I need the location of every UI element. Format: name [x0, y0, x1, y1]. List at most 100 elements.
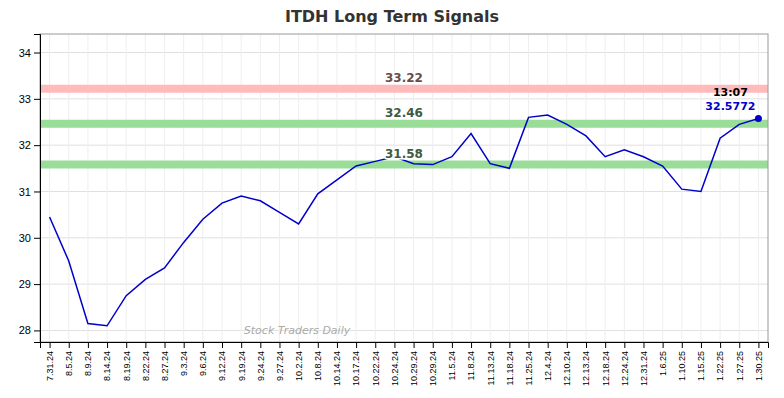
grid-line-x — [49, 34, 50, 342]
x-tick-mark — [433, 342, 434, 348]
grid-line-x — [758, 34, 759, 342]
x-tick: 7.31.24 — [45, 342, 55, 381]
x-tick: 9.6.24 — [198, 342, 208, 376]
y-tick: 28 — [19, 324, 40, 336]
x-tick-label: 8.27.24 — [160, 351, 170, 381]
plot-area — [40, 89, 768, 326]
x-tick: 1.30.25 — [754, 342, 764, 381]
x-tick-label: 9.27.24 — [275, 351, 285, 381]
grid-line-x — [662, 34, 663, 342]
x-tick-label: 12.10.24 — [562, 351, 572, 386]
x-tick-mark — [490, 342, 491, 348]
x-tick-label: 10.22.24 — [371, 351, 381, 386]
grid-line-x — [241, 34, 242, 342]
x-tick-label: 8.9.24 — [83, 351, 93, 376]
reference-line — [40, 85, 768, 93]
x-tick-label: 8.19.24 — [122, 351, 132, 381]
grid-line-x — [528, 34, 529, 342]
x-tick-label: 9.6.24 — [198, 351, 208, 376]
x-tick-label: 9.3.24 — [179, 351, 189, 376]
x-tick: 12.24.24 — [620, 342, 630, 386]
x-tick: 1.10.25 — [677, 342, 687, 381]
y-tick-label: 29 — [19, 278, 31, 290]
x-tick-mark — [222, 342, 223, 348]
end-price-label: 32.5772 — [705, 100, 755, 113]
x-tick-mark — [682, 342, 683, 348]
y-tick: 30 — [19, 232, 40, 244]
x-tick-label: 11.13.24 — [486, 351, 496, 385]
x-tick-label: 12.18.24 — [601, 351, 611, 386]
grid-line-x — [260, 34, 261, 342]
x-tick: 8.14.24 — [102, 342, 112, 381]
grid-line-x — [471, 34, 472, 342]
x-tick-label: 11.18.24 — [505, 351, 515, 385]
x-tick-label: 10.14.24 — [332, 351, 342, 386]
x-axis-line — [41, 343, 769, 349]
x-tick: 12.31.24 — [639, 342, 649, 386]
y-axis-line — [34, 35, 41, 343]
x-tick: 11.5.24 — [447, 342, 457, 380]
x-tick-mark — [69, 342, 70, 348]
x-tick: 9.12.24 — [217, 342, 227, 381]
x-tick: 8.27.24 — [160, 342, 170, 381]
y-tick: 29 — [19, 278, 40, 290]
x-tick: 9.24.24 — [256, 342, 266, 381]
grid-line-x — [624, 34, 625, 342]
x-tick-label: 11.8.24 — [466, 351, 476, 380]
y-tick: 34 — [19, 47, 40, 59]
x-tick-label: 11.25.24 — [524, 351, 534, 385]
grid-line-x — [490, 34, 491, 342]
grid-line-x — [183, 34, 184, 342]
x-tick: 9.27.24 — [275, 342, 285, 381]
grid-line-x — [605, 34, 606, 342]
grid-line-y — [40, 98, 768, 99]
x-tick: 1.22.25 — [715, 342, 725, 381]
price-line — [50, 115, 759, 326]
x-tick: 10.8.24 — [313, 342, 323, 381]
grid-line-y — [40, 284, 768, 285]
x-tick: 12.10.24 — [562, 342, 572, 386]
y-tick-label: 28 — [19, 324, 31, 336]
grid-line-x — [68, 34, 69, 342]
grid-line-y — [40, 191, 768, 192]
title: ITDH Long Term Signals — [285, 7, 499, 26]
x-tick: 1.6.25 — [658, 342, 668, 376]
x-tick-label: 11.5.24 — [447, 351, 457, 380]
x-tick-mark — [586, 342, 587, 348]
x-tick: 10.14.24 — [332, 342, 342, 386]
grid-line-x — [432, 34, 433, 342]
y-tick: 32 — [19, 139, 40, 151]
x-tick-mark — [394, 342, 395, 348]
y-tick: 33 — [19, 93, 40, 105]
x-tick-mark — [452, 342, 453, 348]
x-tick: 12.4.24 — [543, 342, 553, 381]
x-tick-mark — [241, 342, 242, 348]
x-tick-label: 9.12.24 — [217, 351, 227, 381]
x-tick: 11.13.24 — [486, 342, 496, 385]
reference-label: 32.46 — [385, 106, 423, 120]
grid-line-y — [40, 145, 768, 146]
x-tick-mark — [548, 342, 549, 348]
x-axis: 7.31.248.5.248.9.248.14.248.19.248.22.24… — [41, 342, 769, 386]
x-tick-mark — [107, 342, 108, 348]
grid-line-x — [298, 34, 299, 342]
x-tick-label: 10.17.24 — [351, 351, 361, 386]
x-tick-label: 12.24.24 — [620, 351, 630, 386]
x-tick: 9.3.24 — [179, 342, 189, 376]
x-tick-mark — [337, 342, 338, 348]
x-tick: 1.15.25 — [696, 342, 706, 381]
grid-line-x — [566, 34, 567, 342]
x-tick-label: 9.19.24 — [237, 351, 247, 381]
x-tick-label: 10.29.24 — [428, 351, 438, 386]
end-time-label: 13:07 — [713, 86, 748, 99]
y-tick-label: 32 — [19, 139, 31, 151]
grid-line-x — [586, 34, 587, 342]
reference-line — [40, 120, 768, 128]
x-tick-label: 10.8.24 — [313, 351, 323, 381]
x-tick-mark — [643, 342, 644, 348]
grid-line-x — [356, 34, 357, 342]
x-tick: 1.27.25 — [735, 342, 745, 381]
x-tick-mark — [203, 342, 204, 348]
x-tick: 8.9.24 — [83, 342, 93, 376]
grid-line-x — [720, 34, 721, 342]
